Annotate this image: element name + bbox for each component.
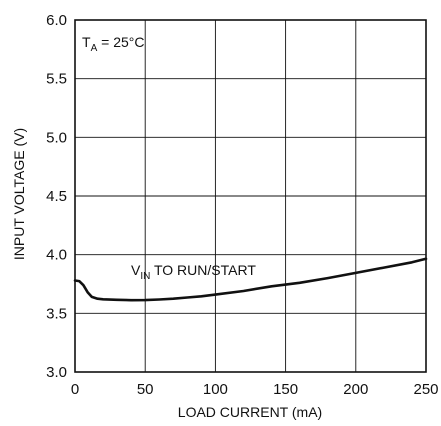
- series-line: [73, 257, 428, 302]
- y-tick-labels: 3.0 3.5 4.0 4.5 5.0 5.5 6.0: [46, 12, 67, 381]
- y-tick-label: 3.0: [46, 364, 67, 381]
- series-label-main: V: [131, 262, 141, 278]
- x-tick-label: 250: [413, 381, 438, 398]
- x-tick-label: 100: [203, 381, 228, 398]
- x-tick-labels: 0 50 100 150 200 250: [71, 381, 439, 398]
- x-tick-label: 50: [137, 381, 154, 398]
- x-tick-label: 0: [71, 381, 79, 398]
- series-label-rest: TO RUN/START: [150, 262, 256, 278]
- x-tick-label: 150: [273, 381, 298, 398]
- y-tick-label: 5.0: [46, 129, 67, 146]
- y-tick-label: 4.0: [46, 247, 67, 264]
- series-label-sub: IN: [140, 271, 150, 282]
- x-axis-label: LOAD CURRENT (mA): [178, 404, 322, 420]
- y-tick-label: 6.0: [46, 12, 67, 29]
- x-tick-label: 200: [343, 381, 368, 398]
- y-axis-label: INPUT VOLTAGE (V): [11, 128, 27, 260]
- condition-label: TA = 25°C: [82, 34, 144, 54]
- series-label: VIN TO RUN/START: [131, 262, 256, 282]
- y-tick-label: 5.5: [46, 71, 67, 88]
- y-tick-label: 3.5: [46, 305, 67, 322]
- condition-rest: = 25°C: [97, 34, 144, 50]
- y-tick-label: 4.5: [46, 188, 67, 205]
- plot-frame: [74, 19, 427, 373]
- condition-sub: A: [91, 43, 98, 54]
- grid: [75, 20, 426, 372]
- condition-main: T: [82, 34, 91, 50]
